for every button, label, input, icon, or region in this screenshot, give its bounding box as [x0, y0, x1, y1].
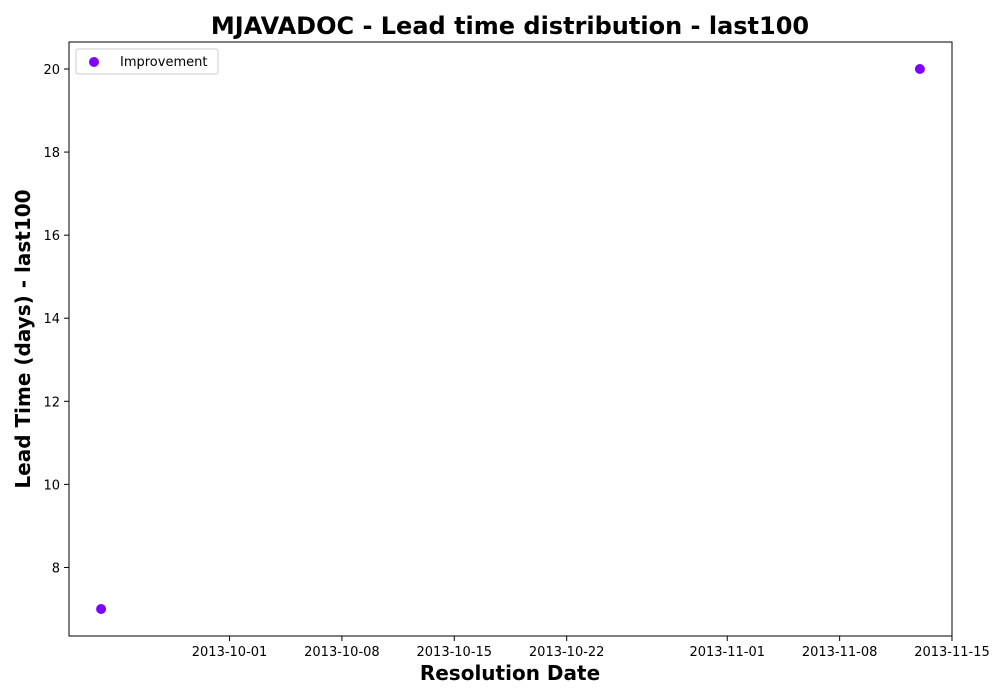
plot-area [68, 41, 953, 637]
legend-box [75, 48, 219, 75]
x-tick-label: 2013-11-01 [689, 645, 765, 660]
x-tick-label: 2013-10-15 [417, 645, 493, 660]
x-axis: 2013-10-01 2013-10-08 2013-10-15 2013-10-22… [192, 636, 990, 660]
y-tick-label: 12 [43, 395, 60, 410]
y-tick-label: 16 [43, 229, 60, 244]
y-tick-label: 14 [43, 312, 60, 327]
y-tick-label: 10 [43, 478, 60, 493]
legend-marker [89, 57, 99, 67]
chart-title: MJAVADOC - Lead time distribution - last… [211, 12, 809, 40]
x-tick-label: 2013-11-08 [802, 645, 878, 660]
x-axis-label: Resolution Date [420, 661, 600, 685]
x-tick-label: 2013-10-22 [529, 645, 605, 660]
data-points [96, 64, 925, 614]
y-tick-label: 18 [43, 146, 60, 161]
x-tick-label: 2013-11-15 [914, 645, 990, 660]
y-tick-label: 8 [52, 561, 60, 576]
data-point [914, 64, 925, 74]
data-point [96, 604, 107, 614]
x-tick-label: 2013-10-01 [192, 645, 268, 660]
legend-label: Improvement [120, 55, 207, 70]
y-axis: 8 10 12 14 16 18 20 [43, 63, 69, 576]
y-axis-label: Lead Time (days) - last100 [11, 189, 35, 488]
legend: Improvement [75, 48, 219, 75]
y-tick-label: 20 [43, 63, 60, 78]
x-tick-label: 2013-10-08 [304, 645, 380, 660]
